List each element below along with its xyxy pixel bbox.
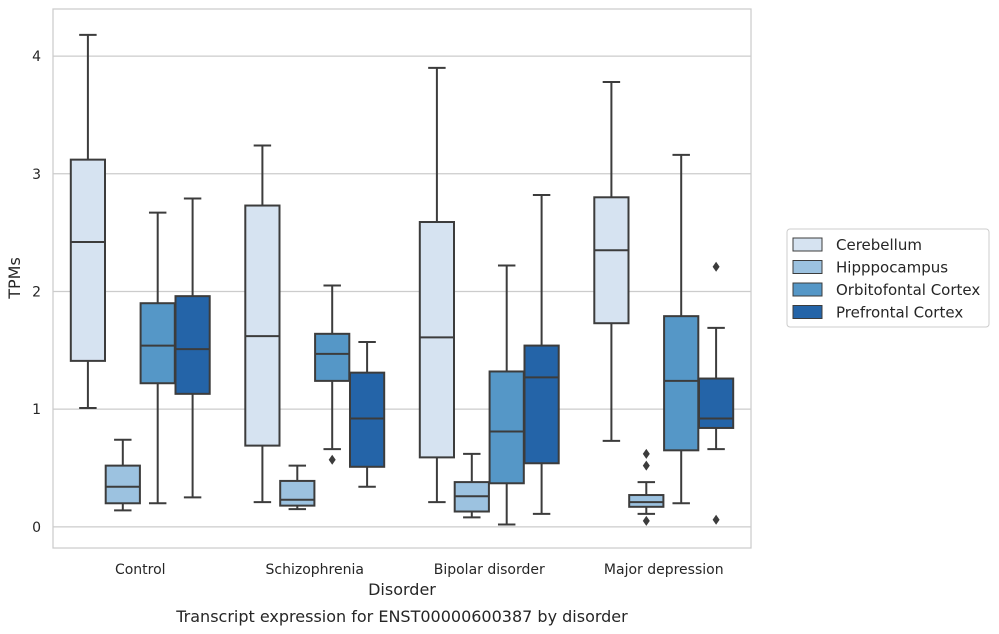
box-element [69, 33, 107, 409]
box-body [488, 370, 525, 485]
legend: Cerebellum Hipppocampus Orbitofontal Corte… [786, 228, 990, 328]
box-element [697, 261, 735, 525]
box-element [314, 284, 351, 465]
y-tick-label: 0 [32, 520, 41, 536]
box-element [663, 153, 700, 505]
y-axis-title: TPMs [5, 257, 24, 300]
x-tick-label: Major depression [604, 562, 724, 578]
box-body [104, 464, 141, 505]
box-body [628, 494, 665, 508]
series-group [69, 33, 630, 504]
legend-label: Prefrontal Cortex [836, 304, 963, 322]
box-element [279, 464, 316, 511]
box-element [139, 211, 176, 505]
box-body [348, 371, 386, 468]
outlier-point [328, 454, 336, 465]
box-element [523, 193, 560, 515]
box-element [488, 264, 525, 526]
legend-label: Orbitofontal Cortex [836, 281, 980, 299]
box-element [628, 448, 665, 526]
y-tick-label: 3 [32, 167, 41, 183]
box-element [418, 66, 456, 504]
box-body [244, 204, 281, 447]
legend-label: Hipppocampus [836, 259, 948, 277]
y-axis-ticks: 0 1 2 3 4 [32, 49, 41, 536]
outlier-point [642, 515, 650, 526]
box-element [104, 438, 141, 512]
x-axis-title: Disorder [368, 580, 436, 599]
y-tick-label: 2 [32, 284, 41, 300]
box-body [174, 295, 211, 395]
box-body [418, 221, 456, 459]
box-body [663, 315, 700, 452]
series-group [104, 438, 665, 526]
box-element [348, 341, 386, 488]
box-element [453, 452, 490, 519]
x-axis-ticks: Control Schizophrenia Bipolar disorder Majo… [115, 562, 724, 578]
box-plot-series [69, 33, 735, 526]
legend-swatch [792, 305, 823, 319]
legend-swatch [792, 282, 823, 297]
outlier-point [712, 261, 720, 272]
box-body [593, 196, 630, 325]
chart-caption: Transcript expression for ENST0000060038… [175, 607, 628, 626]
box-element [244, 144, 281, 504]
box-body [279, 479, 316, 507]
grid-lines [53, 55, 751, 528]
box-body [697, 377, 735, 429]
x-tick-label: Bipolar disorder [434, 562, 545, 578]
series-group [174, 193, 735, 525]
x-tick-label: Control [115, 562, 166, 578]
box-element [174, 197, 211, 499]
y-tick-label: 1 [32, 402, 41, 418]
box-body [314, 332, 351, 382]
box-body [139, 302, 176, 385]
box-element [593, 80, 630, 442]
outlier-point [642, 460, 650, 471]
plot-area-frame [52, 8, 752, 549]
box-body [69, 158, 107, 362]
legend-swatch [792, 237, 823, 252]
x-tick-label: Schizophrenia [266, 562, 364, 578]
legend-label: Cerebellum [836, 236, 922, 254]
legend-swatch [792, 260, 823, 274]
outlier-point [642, 448, 650, 459]
box-body [523, 344, 560, 465]
outlier-point [712, 514, 720, 525]
legend-frame [786, 228, 990, 328]
y-tick-label: 4 [32, 49, 41, 65]
